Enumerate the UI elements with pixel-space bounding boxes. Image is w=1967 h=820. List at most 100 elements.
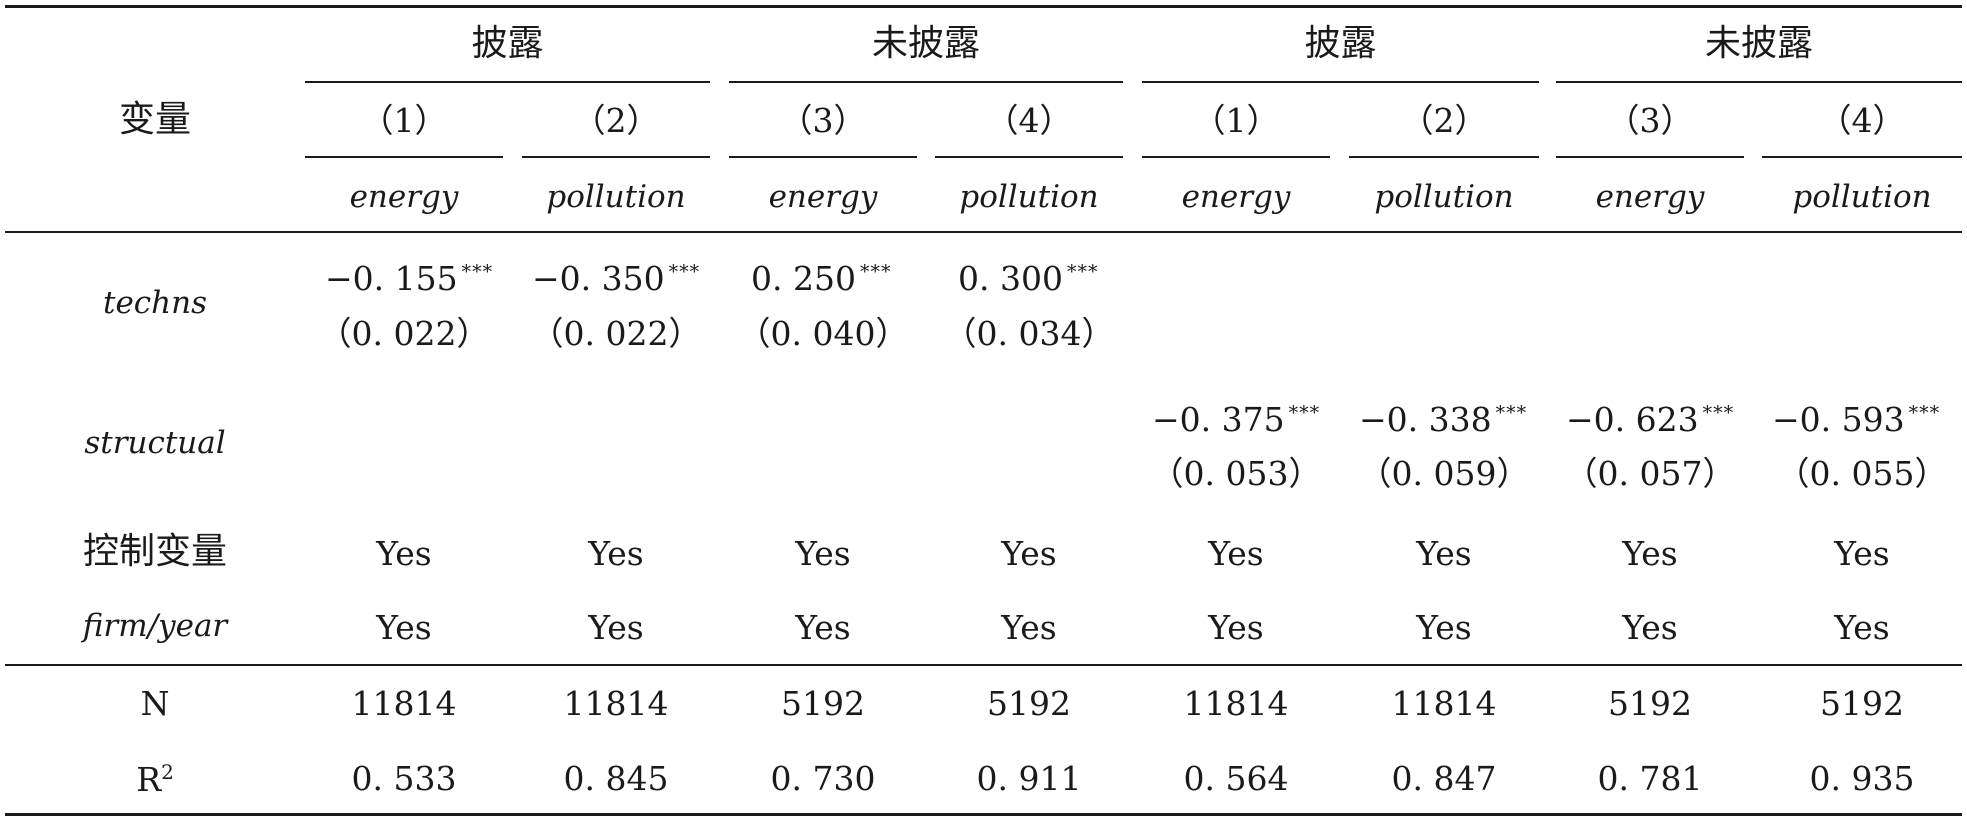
col-number-3: （3） — [779, 101, 867, 140]
row-label-r2: R2 — [136, 760, 174, 799]
fe-8: Yes — [1834, 608, 1890, 647]
fe-7: Yes — [1622, 608, 1678, 647]
coef-structual-4: −0. 593 *** — [1772, 400, 1941, 439]
col-underline-3 — [729, 156, 917, 158]
n-4: 5192 — [987, 684, 1071, 723]
group-header-1: 披露 — [471, 23, 544, 64]
controls-8: Yes — [1834, 534, 1890, 573]
col-number-5: （1） — [1192, 101, 1280, 140]
col-number-8: （4） — [1818, 101, 1906, 140]
fe-3: Yes — [795, 608, 851, 647]
n-7: 5192 — [1608, 684, 1692, 723]
sig-stars: *** — [1495, 402, 1528, 424]
row-label-controls: 控制变量 — [82, 531, 227, 572]
se-techns-2: （0. 022） — [530, 314, 702, 353]
fe-4: Yes — [1001, 608, 1057, 647]
row-label-n: N — [140, 684, 170, 723]
col-number-6: （2） — [1400, 101, 1488, 140]
coef-techns-4: 0. 300 *** — [958, 259, 1099, 298]
col-number-1: （1） — [360, 101, 448, 140]
controls-4: Yes — [1001, 534, 1057, 573]
coef-structual-2: −0. 338 *** — [1359, 400, 1528, 439]
se-structual-2: （0. 059） — [1358, 454, 1530, 493]
r2-4: 0. 911 — [976, 759, 1082, 798]
col-underline-5 — [1142, 156, 1330, 158]
col-underline-2 — [522, 156, 710, 158]
n-3: 5192 — [781, 684, 865, 723]
r2-6: 0. 847 — [1391, 759, 1497, 798]
fe-6: Yes — [1416, 608, 1472, 647]
coef-structual-1: −0. 375 *** — [1152, 400, 1321, 439]
r2-2: 0. 845 — [563, 759, 669, 798]
coef-techns-3: 0. 250 *** — [751, 259, 892, 298]
r2-3: 0. 730 — [770, 759, 876, 798]
controls-7: Yes — [1622, 534, 1678, 573]
se-structual-4: （0. 055） — [1776, 454, 1948, 493]
coef-techns-1: −0. 155 *** — [325, 259, 494, 298]
dep-var-3: energy — [768, 179, 878, 215]
col-underline-8 — [1762, 156, 1962, 158]
se-structual-1: （0. 053） — [1150, 454, 1322, 493]
r2-5: 0. 564 — [1183, 759, 1289, 798]
top-rule — [5, 5, 1962, 8]
controls-3: Yes — [795, 534, 851, 573]
group-underline-3 — [1142, 81, 1539, 83]
n-6: 11814 — [1391, 684, 1497, 723]
fe-1: Yes — [376, 608, 432, 647]
coef-structual-3: −0. 623 *** — [1566, 400, 1735, 439]
dep-var-4: pollution — [959, 179, 1099, 215]
group-header-2: 未披露 — [871, 23, 980, 64]
col-number-2: （2） — [572, 101, 660, 140]
controls-5: Yes — [1208, 534, 1264, 573]
r2-1: 0. 533 — [351, 759, 457, 798]
sig-stars: *** — [859, 261, 892, 283]
sig-stars: *** — [668, 261, 701, 283]
sig-stars: *** — [1066, 261, 1099, 283]
sig-stars: *** — [1908, 402, 1941, 424]
row-label-techns: techns — [102, 285, 207, 321]
dep-var-1: energy — [349, 179, 459, 215]
row-label-fe: firm/year — [82, 608, 228, 644]
controls-2: Yes — [588, 534, 644, 573]
col-number-7: （3） — [1606, 101, 1694, 140]
col-underline-4 — [935, 156, 1123, 158]
n-5: 11814 — [1183, 684, 1289, 723]
group-header-3: 披露 — [1304, 23, 1377, 64]
se-techns-4: （0. 034） — [943, 314, 1115, 353]
n-8: 5192 — [1820, 684, 1904, 723]
sig-stars: *** — [1288, 402, 1321, 424]
header-bottom-rule — [5, 231, 1962, 233]
r2-7: 0. 781 — [1597, 759, 1703, 798]
row-header-label: 变量 — [118, 99, 191, 140]
controls-6: Yes — [1416, 534, 1472, 573]
sig-stars: *** — [1702, 402, 1735, 424]
dep-var-7: energy — [1595, 179, 1705, 215]
group-underline-2 — [729, 81, 1123, 83]
group-underline-4 — [1556, 81, 1962, 83]
se-techns-1: （0. 022） — [318, 314, 490, 353]
dep-var-6: pollution — [1374, 179, 1514, 215]
sig-stars: *** — [461, 261, 494, 283]
fe-2: Yes — [588, 608, 644, 647]
col-number-4: （4） — [985, 101, 1073, 140]
r2-superscript: 2 — [161, 760, 174, 784]
fe-5: Yes — [1208, 608, 1264, 647]
n-2: 11814 — [563, 684, 669, 723]
se-techns-3: （0. 040） — [737, 314, 909, 353]
dep-var-2: pollution — [546, 179, 686, 215]
bottom-rule — [5, 813, 1962, 816]
n-1: 11814 — [351, 684, 457, 723]
row-label-structual: structual — [84, 425, 226, 461]
dep-var-5: energy — [1181, 179, 1291, 215]
controls-1: Yes — [376, 534, 432, 573]
coef-techns-2: −0. 350 *** — [532, 259, 701, 298]
dep-var-8: pollution — [1792, 179, 1932, 215]
col-underline-6 — [1349, 156, 1539, 158]
group-header-4: 未披露 — [1704, 23, 1813, 64]
r2-8: 0. 935 — [1809, 759, 1915, 798]
group-underline-1 — [305, 81, 710, 83]
se-structual-3: （0. 057） — [1564, 454, 1736, 493]
stats-rule — [5, 664, 1962, 666]
col-underline-1 — [305, 156, 503, 158]
